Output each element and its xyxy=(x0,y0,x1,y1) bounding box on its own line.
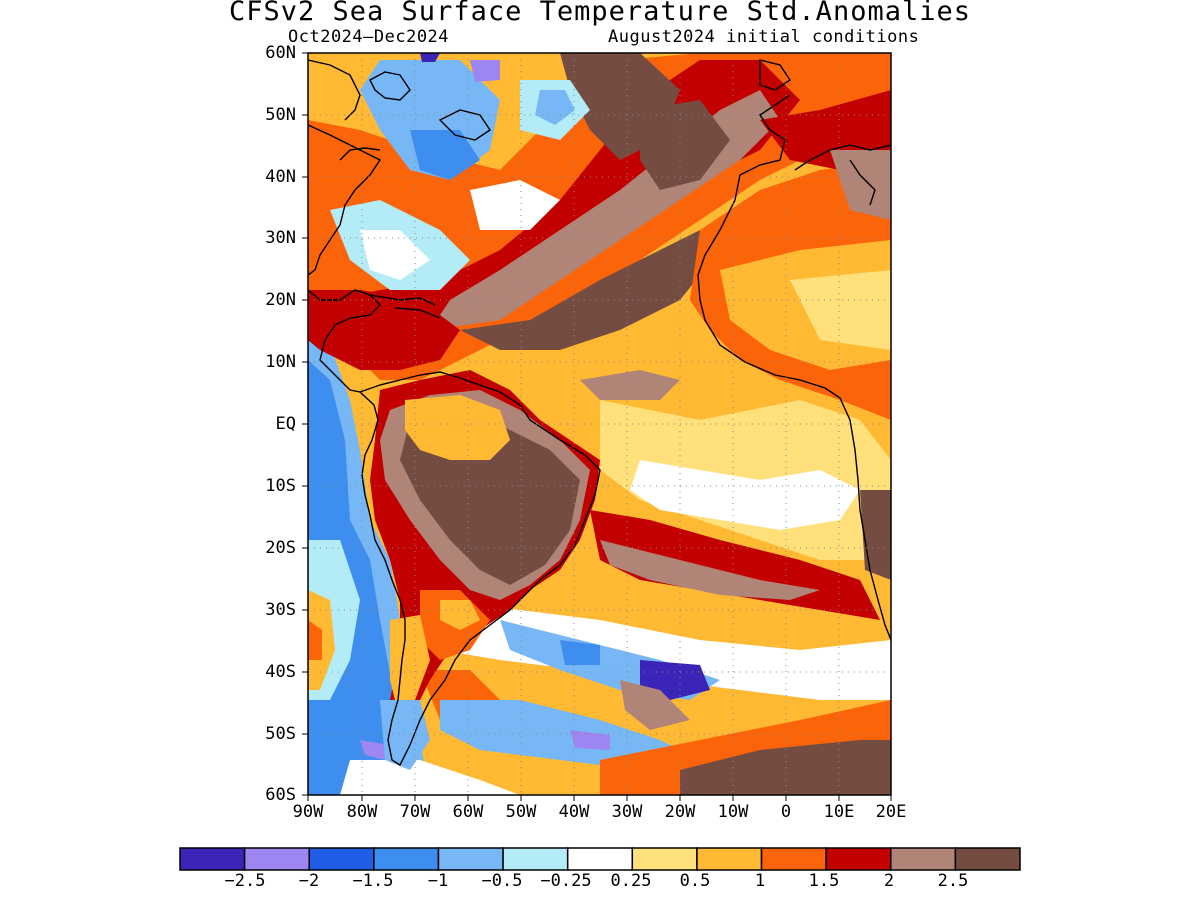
forecast-period: Oct2024–Dec2024 xyxy=(288,27,450,47)
colorbar-swatch xyxy=(760,847,827,871)
colorbar-swatch xyxy=(890,847,957,871)
lon-label: 10W xyxy=(717,802,749,822)
colorbar-swatch xyxy=(179,847,246,871)
colorbar-swatch xyxy=(631,847,698,871)
colorbar-swatch xyxy=(308,847,375,871)
lat-label: 40N xyxy=(265,167,296,187)
lon-label: 10E xyxy=(823,802,855,822)
colorbar-label: −0.5 xyxy=(481,871,523,891)
colorbar-label: 0.5 xyxy=(679,871,711,891)
lat-label: 20S xyxy=(265,538,296,558)
lat-label: 50N xyxy=(265,105,296,125)
lon-label: 20E xyxy=(875,802,907,822)
colorbar-swatch xyxy=(437,847,504,871)
colorbar-label: 2 xyxy=(883,871,895,891)
lat-label: EQ xyxy=(275,414,296,434)
colorbar-label: 1 xyxy=(754,871,766,891)
lat-label: 60S xyxy=(265,785,296,805)
lon-label: 50W xyxy=(505,802,537,822)
lat-label: 30S xyxy=(265,600,296,620)
lat-label: 10S xyxy=(265,476,296,496)
axis-ticks xyxy=(302,52,892,801)
lon-label: 60W xyxy=(452,802,484,822)
anomaly-field xyxy=(308,53,891,795)
lon-label: 40W xyxy=(558,802,590,822)
graticule xyxy=(308,53,891,795)
colorbar-label: 0.25 xyxy=(610,871,652,891)
lat-label: 30N xyxy=(265,228,296,248)
colorbar-swatch xyxy=(566,847,634,871)
colorbar-swatch xyxy=(696,847,763,871)
colorbar-swatch xyxy=(243,847,310,871)
initial-conditions: August2024 initial conditions xyxy=(608,27,920,47)
lat-label: 50S xyxy=(265,724,296,744)
lon-label: 20W xyxy=(664,802,696,822)
colorbar-label: −2 xyxy=(298,871,320,891)
lat-label: 20N xyxy=(265,290,296,310)
colorbar-swatch xyxy=(954,847,1021,871)
colorbar-label: −1 xyxy=(427,871,449,891)
colorbar-label: 1.5 xyxy=(808,871,840,891)
lon-label: 90W xyxy=(292,802,324,822)
map-title: CFSv2 Sea Surface Temperature Std.Anomal… xyxy=(229,0,971,27)
colorbar-legend xyxy=(179,847,1021,871)
lon-label: 30W xyxy=(611,802,643,822)
coastlines xyxy=(308,59,891,767)
lat-label: 60N xyxy=(265,43,296,63)
lon-label: 80W xyxy=(346,802,378,822)
colorbar-label: −2.5 xyxy=(224,871,266,891)
colorbar-swatch xyxy=(373,847,440,871)
lon-label: 0 xyxy=(780,802,792,822)
lat-label: 10N xyxy=(265,352,296,372)
colorbar-swatch xyxy=(825,847,892,871)
lat-label: 40S xyxy=(265,662,296,682)
colorbar-label: −0.25 xyxy=(540,871,592,891)
colorbar-label: −1.5 xyxy=(352,871,394,891)
lon-label: 70W xyxy=(399,802,431,822)
colorbar-label: 2.5 xyxy=(937,871,969,891)
colorbar-swatch xyxy=(502,847,569,871)
